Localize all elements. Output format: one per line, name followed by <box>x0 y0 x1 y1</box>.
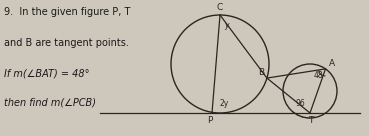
Text: A: A <box>328 59 335 68</box>
Text: 2y: 2y <box>220 100 229 109</box>
Text: 48: 48 <box>314 71 323 80</box>
Text: P: P <box>207 116 213 125</box>
Text: B: B <box>258 68 264 77</box>
Text: If m(∠BAT) = 48°: If m(∠BAT) = 48° <box>4 68 89 78</box>
Text: T: T <box>308 116 314 125</box>
Text: 9.  In the given figure P, T: 9. In the given figure P, T <box>4 7 130 17</box>
Text: then find m(∠PCB): then find m(∠PCB) <box>4 98 96 108</box>
Text: C: C <box>217 3 223 12</box>
Text: 96: 96 <box>295 98 305 107</box>
Text: y: y <box>224 21 228 30</box>
Text: and B are tangent points.: and B are tangent points. <box>4 38 128 48</box>
